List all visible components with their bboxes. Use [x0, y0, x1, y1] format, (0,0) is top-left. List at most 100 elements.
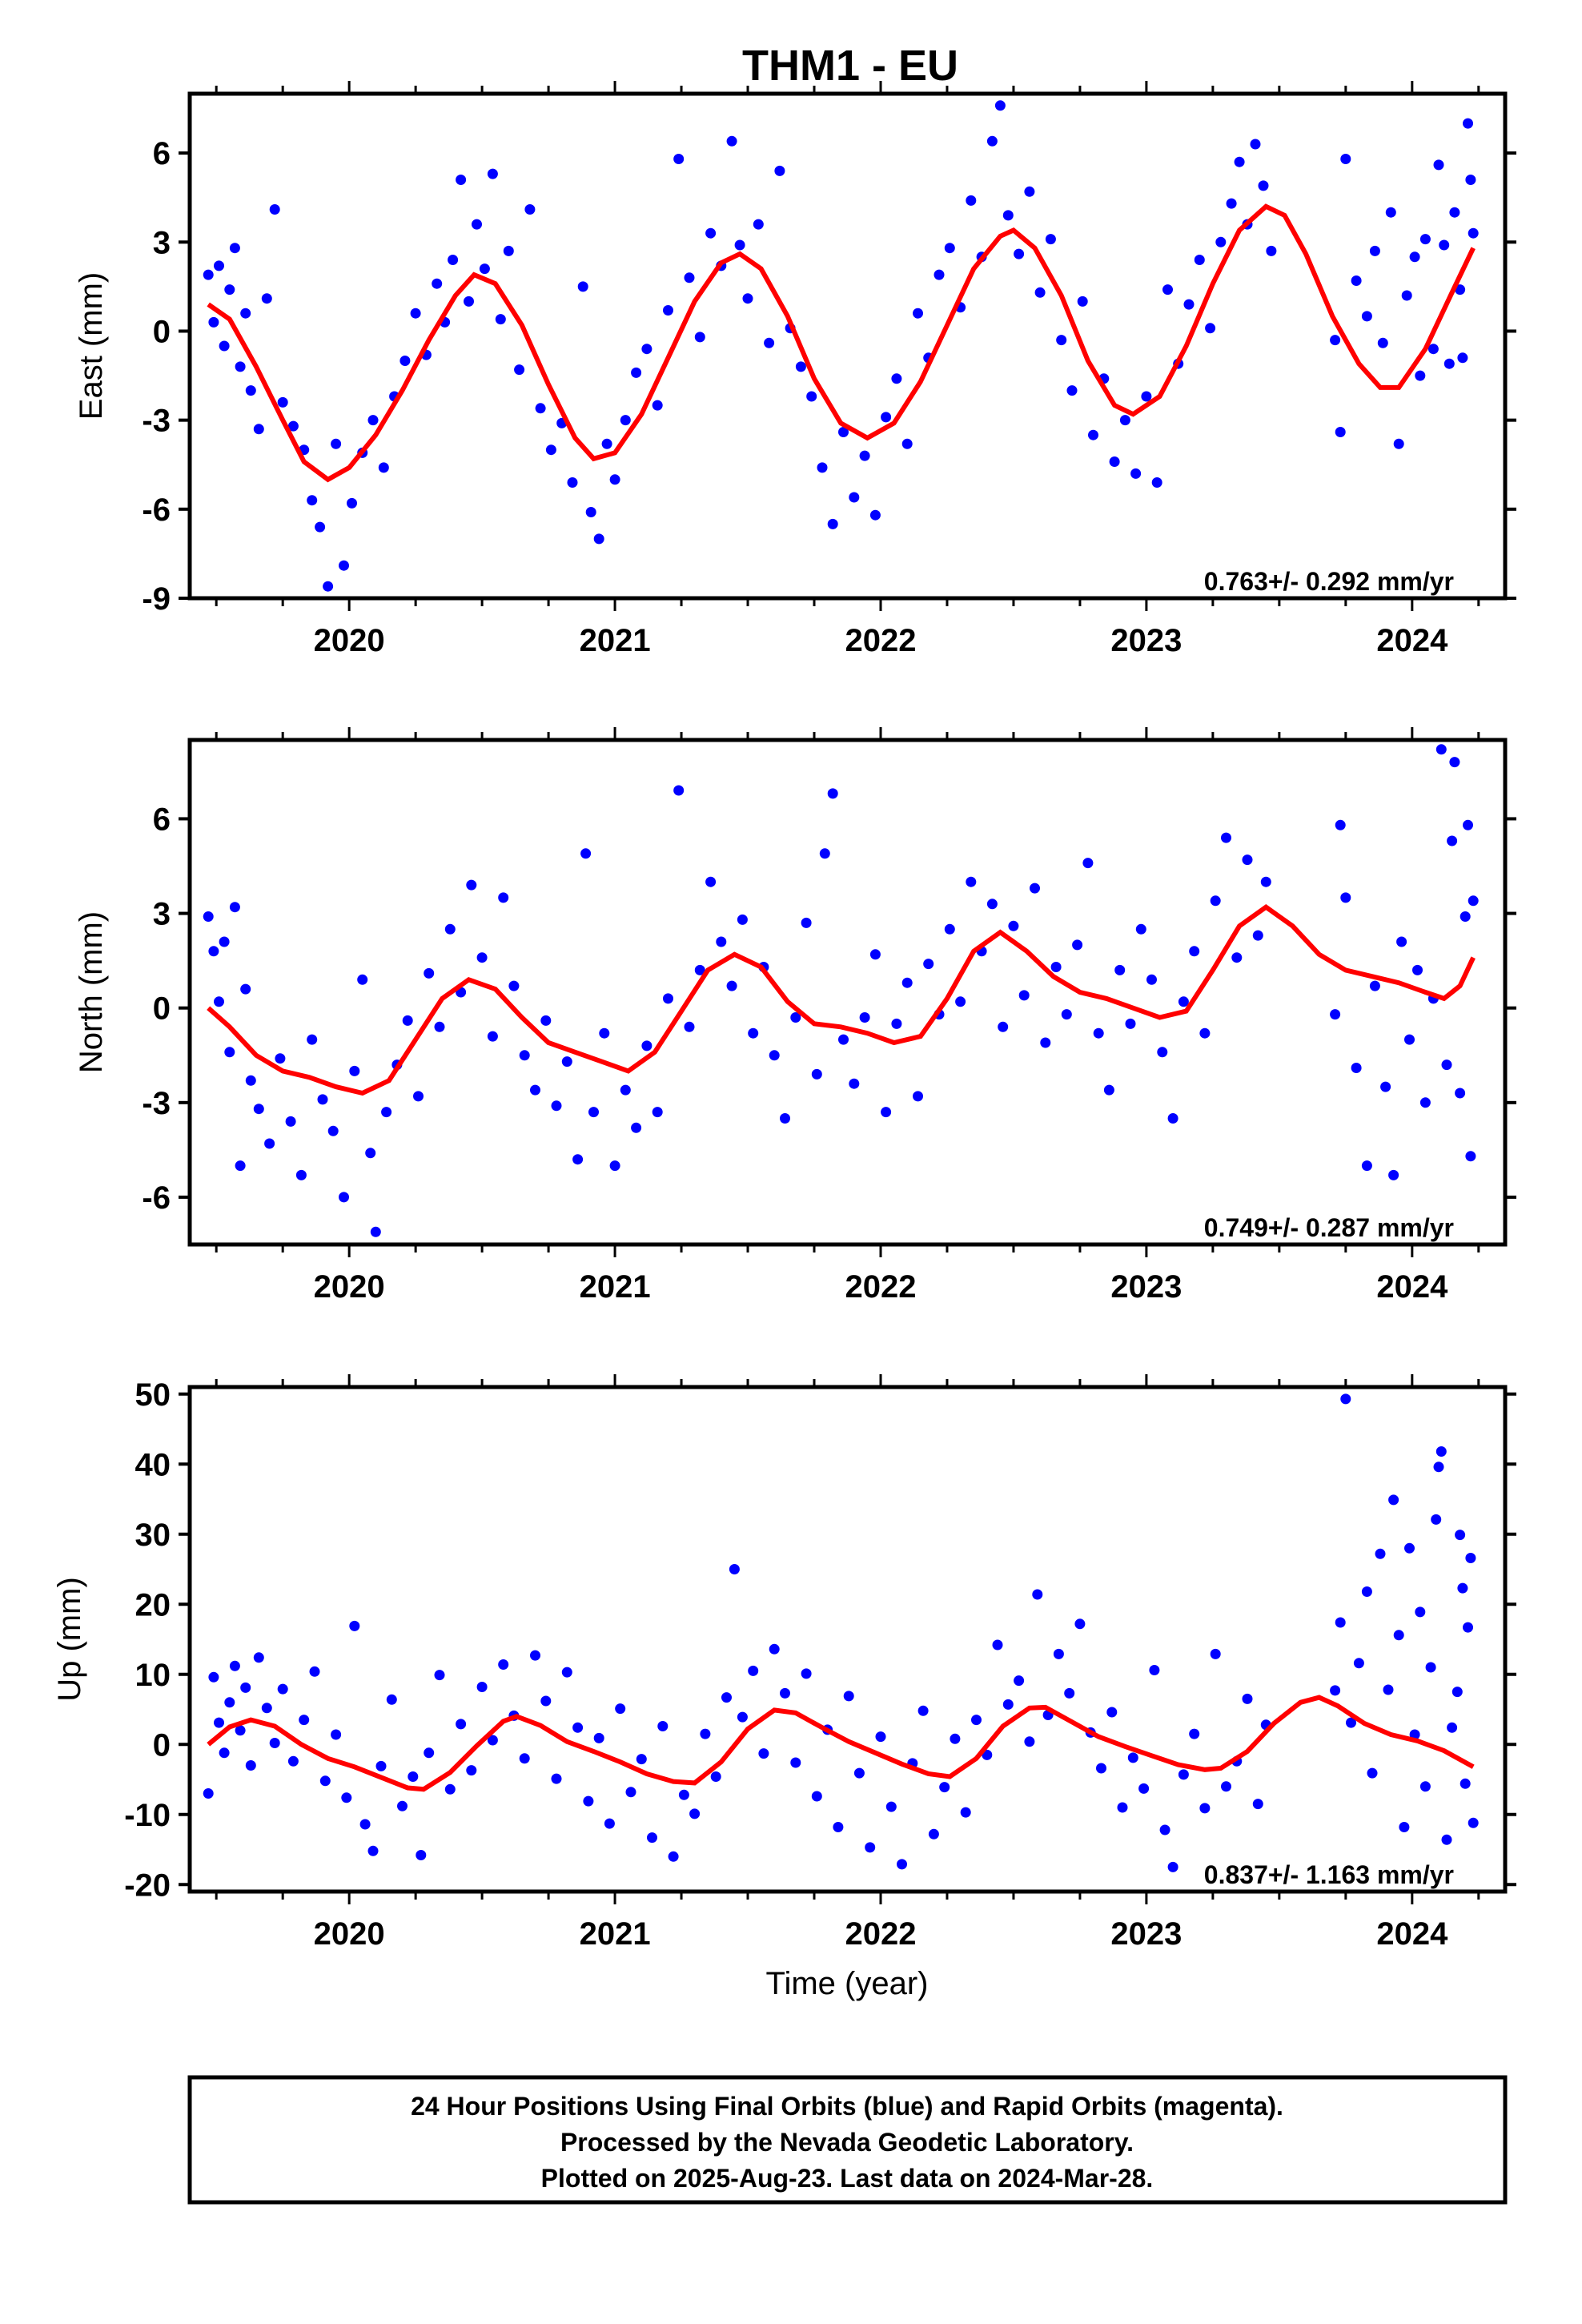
data-point-east: [577, 281, 588, 292]
data-point-up: [1330, 1685, 1341, 1696]
ticks-east: -9 -6 -3 0 3 6 2020 2021 2022 2023 2024: [142, 81, 1516, 658]
data-point-north: [955, 996, 966, 1007]
data-point-up: [229, 1660, 240, 1671]
data-point-up: [1340, 1393, 1351, 1405]
data-point-north: [285, 1116, 296, 1127]
data-point-north: [811, 1068, 822, 1080]
data-point-up: [287, 1755, 299, 1767]
data-point-north: [1221, 832, 1231, 843]
data-point-up: [1127, 1752, 1138, 1763]
data-point-north: [240, 983, 251, 995]
data-point-east: [585, 507, 596, 517]
data-point-east: [307, 495, 318, 506]
y-tick-label-north: 3: [153, 897, 171, 932]
data-point-north: [275, 1053, 286, 1064]
data-point-east: [315, 521, 326, 533]
x-tick-label-east: 2022: [845, 623, 916, 658]
data-point-east: [1162, 284, 1173, 296]
x-tick-label-north: 2022: [845, 1269, 916, 1305]
data-point-north: [540, 1015, 552, 1026]
data-point-up: [269, 1738, 280, 1748]
data-point-up: [386, 1694, 397, 1705]
data-point-east: [1443, 358, 1455, 369]
data-point-north: [1330, 1009, 1341, 1020]
data-point-east: [535, 403, 546, 414]
data-point-north: [966, 876, 977, 887]
data-point-east: [1151, 477, 1162, 488]
data-point-east: [219, 340, 230, 352]
data-point-east: [224, 284, 235, 296]
data-point-north: [1072, 939, 1083, 951]
data-point-up: [1393, 1630, 1404, 1641]
points-north: [203, 744, 1479, 1237]
data-point-north: [1447, 835, 1458, 846]
caption-frame: [187, 2075, 1508, 2205]
data-point-up: [583, 1795, 594, 1807]
caption-line-1: 24 Hour Positions Using Final Orbits (bl…: [411, 2092, 1283, 2121]
data-point-north: [1252, 930, 1263, 941]
data-point-up: [1210, 1648, 1221, 1659]
data-point-east: [545, 444, 556, 456]
data-point-north: [986, 899, 998, 910]
data-point-east: [495, 314, 506, 325]
data-point-north: [1061, 1009, 1072, 1020]
data-point-up: [853, 1767, 865, 1779]
data-point-east: [1183, 299, 1195, 310]
rate-up: 0.837+/- 1.163 mm/yr: [1204, 1860, 1454, 1889]
data-point-up: [219, 1747, 230, 1759]
data-point-east: [1194, 255, 1205, 265]
data-point-east: [1361, 311, 1372, 322]
data-point-east: [1045, 234, 1056, 245]
data-point-up: [737, 1711, 748, 1723]
data-point-north: [1260, 876, 1271, 887]
data-point-east: [795, 361, 806, 372]
data-point-up: [1353, 1658, 1364, 1669]
xlabel: Time (year): [766, 1966, 929, 2001]
data-point-north: [444, 923, 456, 935]
data-point-east: [339, 560, 349, 571]
data-point-east: [609, 474, 620, 485]
data-point-east: [1465, 175, 1476, 185]
ticks-up: -20 -10 0 10 20 30 40 50 2020 2021 2022 2023 2024: [124, 1374, 1516, 1952]
data-point-up: [657, 1721, 669, 1731]
data-point-east: [663, 305, 673, 316]
y-tick-label-up: 30: [135, 1518, 171, 1553]
data-point-east: [261, 293, 272, 304]
y-tick-label-east: 3: [153, 225, 171, 260]
data-point-up: [1024, 1736, 1035, 1747]
data-point-up: [992, 1639, 1003, 1651]
data-point-east: [253, 424, 264, 435]
data-point-east: [1415, 370, 1426, 381]
data-point-north: [413, 1091, 424, 1102]
data-point-east: [1226, 198, 1237, 209]
caption-line-2: Processed by the Nevada Geodetic Laborat…: [560, 2128, 1134, 2157]
data-point-up: [1431, 1514, 1442, 1525]
data-point-north: [317, 1094, 328, 1105]
data-point-east: [934, 269, 945, 280]
data-point-up: [466, 1765, 477, 1776]
data-point-east: [1002, 210, 1014, 221]
data-point-east: [827, 518, 838, 529]
data-point-east: [1335, 427, 1346, 437]
data-point-east: [1427, 344, 1439, 355]
data-point-north: [339, 1192, 349, 1203]
data-point-up: [341, 1792, 352, 1803]
data-point-east: [245, 385, 256, 396]
data-point-up: [1014, 1675, 1025, 1687]
data-point-north: [434, 1021, 445, 1032]
data-point-north: [1167, 1113, 1178, 1124]
data-point-up: [444, 1783, 456, 1795]
data-point-east: [1340, 154, 1351, 164]
data-point-north: [498, 892, 509, 903]
data-point-north: [716, 936, 727, 947]
data-point-up: [1435, 1446, 1447, 1457]
data-point-north: [1103, 1084, 1114, 1096]
data-point-east: [323, 581, 334, 592]
data-point-up: [1335, 1617, 1346, 1628]
y-tick-label-east: -3: [142, 404, 171, 439]
data-point-north: [1189, 946, 1200, 957]
data-point-up: [1425, 1662, 1436, 1673]
data-point-up: [1367, 1767, 1378, 1779]
data-point-east: [1449, 207, 1460, 218]
